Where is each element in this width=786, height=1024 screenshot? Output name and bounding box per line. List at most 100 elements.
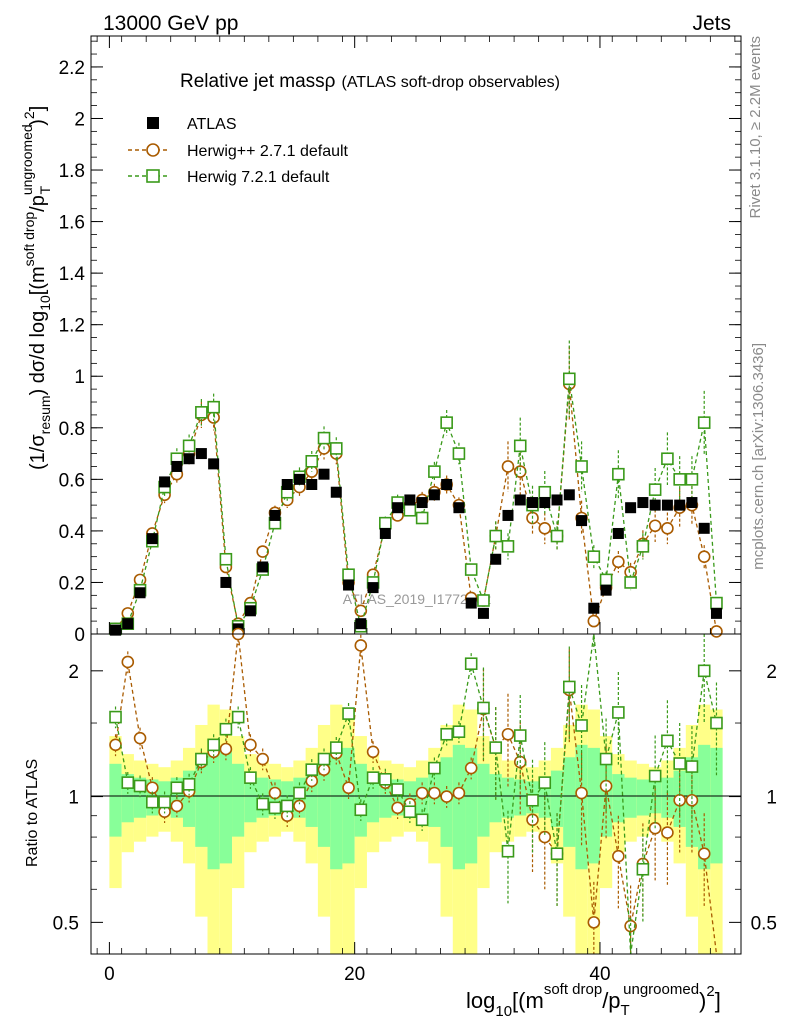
upper-ytick-label-8: 1.6: [59, 213, 85, 234]
ratio-herwig7-point-1: [121, 776, 135, 789]
atlas-point-34: [527, 497, 539, 509]
ratio-herwig7-point-34: [526, 793, 539, 807]
atlas-point-0: [110, 624, 122, 636]
band-inner-43: [636, 779, 650, 816]
legend-marker-herwigpp: [146, 143, 160, 157]
atlas-point-47: [686, 497, 698, 509]
band-inner-39: [587, 747, 600, 864]
atlas-point-25: [416, 497, 428, 509]
band-inner-0: [109, 763, 122, 837]
herwigpp-point-48: [697, 550, 711, 563]
herwigpp-point-32: [501, 460, 515, 473]
herwig7-point-48: [697, 416, 711, 429]
ratio-herwigpp-point-27: [440, 790, 453, 803]
ratio-herwigpp-point-35: [538, 830, 552, 844]
atlas-point-11: [244, 605, 256, 617]
ratio-herwig7-point-18: [329, 741, 343, 754]
herwig7-point-44: [648, 483, 662, 496]
legend-marker-herwig7: [146, 169, 160, 183]
ratio-herwig7-point-45: [661, 734, 674, 748]
ratio-herwigpp-point-1: [121, 655, 135, 669]
herwig7-point-40: [599, 573, 613, 587]
herwig7-point-49: [710, 596, 723, 610]
ratio-herwig7-point-10: [231, 710, 245, 724]
ratio-herwig7-point-38: [575, 719, 588, 732]
legend: ATLAS Herwig++ 2.7.1 default Herwig 7.2.…: [128, 116, 349, 186]
herwig7-point-25: [415, 511, 429, 525]
ratio-herwigpp-point-12: [256, 752, 269, 766]
ratio-herwig7-point-43: [636, 862, 650, 876]
band-inner-38: [575, 744, 588, 870]
ratio-herwig7-point-7: [195, 752, 208, 766]
atlas-point-45: [661, 499, 673, 511]
herwig7-point-24: [403, 503, 417, 517]
band-inner-21: [366, 774, 380, 823]
herwigpp-point-39: [587, 614, 601, 628]
ratio-herwigpp-point-47: [685, 793, 699, 807]
herwig7-point-19: [342, 568, 355, 582]
atlas-point-31: [490, 553, 502, 565]
atlas-point-13: [269, 509, 281, 521]
upper-ytick-label-9: 1.8: [59, 161, 85, 182]
herwig7-point-35: [538, 485, 552, 499]
atlas-point-6: [183, 453, 195, 465]
ratio-herwig7-point-25: [415, 813, 429, 827]
herwig7-point-41: [612, 467, 625, 481]
herwigpp-point-20: [354, 604, 368, 618]
herwig7-point-39: [587, 550, 601, 563]
legend-label-herwig7: Herwig 7.2.1 default: [187, 169, 330, 186]
atlas-point-15: [293, 473, 305, 485]
herwig7-point-28: [452, 447, 466, 460]
herwig7-point-37: [563, 372, 576, 386]
atlas-point-37: [563, 489, 575, 501]
ratio-herwig7-point-48: [697, 664, 711, 678]
ratio-herwig7-point-11: [244, 771, 257, 784]
ratio-herwig7-point-22: [379, 772, 392, 786]
band-inner-42: [624, 777, 637, 818]
herwig7-point-45: [661, 452, 674, 466]
band-inner-18: [330, 744, 343, 870]
atlas-point-40: [600, 584, 612, 596]
atlas-point-22: [379, 527, 391, 539]
ratio-herwig7-point-13: [268, 801, 282, 815]
ratio-herwig7-point-41: [612, 706, 625, 719]
atlas-point-4: [159, 476, 171, 488]
herwig7-point-30: [477, 594, 490, 607]
atlas-point-43: [637, 497, 649, 509]
atlas-point-1: [122, 618, 134, 630]
atlas-point-26: [428, 489, 440, 501]
ratio-herwig7-point-37: [563, 680, 576, 694]
xtick-label-0: 0: [104, 964, 115, 985]
atlas-point-39: [588, 602, 600, 614]
plot-title-sub: (ATLAS soft-drop observables): [341, 74, 559, 91]
ratio-herwig7-point-8: [207, 738, 220, 752]
herwig7-point-8: [207, 400, 220, 414]
atlas-point-24: [404, 494, 416, 506]
ratio-herwig7-point-24: [403, 805, 417, 819]
herwig7-point-46: [673, 473, 686, 486]
ratio-herwig7-point-47: [685, 760, 699, 773]
herwig7-point-27: [440, 416, 453, 429]
upper-ytick-label-3: 0.6: [59, 470, 85, 491]
herwigpp-point-41: [612, 555, 625, 569]
atlas-point-42: [625, 502, 637, 514]
herwig7-point-32: [501, 540, 515, 553]
atlas-point-21: [367, 582, 379, 594]
ratio-herwigpp-point-39: [587, 916, 601, 929]
herwigpp-point-44: [648, 519, 662, 533]
band-inner-30: [477, 763, 490, 837]
lower-ytick-label-right-2: 2: [766, 662, 777, 683]
ratio-herwig7-point-0: [109, 710, 122, 724]
herwigpp-point-49: [710, 625, 723, 638]
axis-ticks: 0 0.2 0.4 0.6 0.8 1 1.2 1.4 1.6 1.8 2 2.2 0.5 0.5 1 1 2 2…: [53, 36, 777, 985]
ratio-herwigpp-point-13: [268, 786, 282, 800]
ratio-herwig7-point-9: [219, 722, 233, 736]
herwig7-point-16: [305, 455, 319, 468]
plot-title-main: Relative jet massρ: [180, 71, 336, 92]
atlas-point-44: [649, 499, 661, 511]
ratio-line-2: [114, 633, 718, 955]
ratio-herwigpp-point-29: [464, 761, 478, 775]
ratio-herwig7-point-6: [182, 778, 196, 791]
ratio-herwigpp-point-25: [415, 786, 429, 800]
